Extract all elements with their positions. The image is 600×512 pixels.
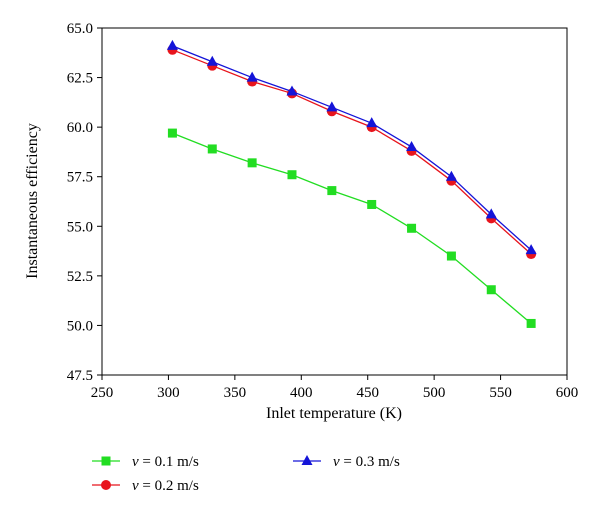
y-tick-label: 55.0 [67, 219, 93, 235]
data-point [485, 208, 497, 219]
legend-marker [101, 456, 111, 466]
data-point [446, 251, 456, 261]
data-point [207, 144, 217, 154]
y-tick-label: 50.0 [67, 318, 93, 334]
x-tick-label: 550 [489, 385, 512, 401]
y-tick-label: 47.5 [67, 368, 93, 384]
data-point [366, 117, 378, 128]
series-line [172, 49, 532, 255]
data-point [287, 170, 297, 180]
legend-item: v = 0.1 m/s [92, 454, 199, 470]
data-point [206, 55, 218, 66]
legend-label: v = 0.1 m/s [132, 454, 199, 470]
legend-marker [101, 480, 111, 490]
series-layer [166, 39, 537, 328]
series-group [166, 39, 537, 255]
legend-marker [301, 455, 313, 465]
series-line [172, 45, 532, 251]
data-point [406, 140, 418, 151]
x-axis-title: Inlet temperature (K) [266, 405, 402, 422]
y-axis-title: Instantaneous efficiency [24, 123, 41, 279]
data-point [407, 223, 417, 233]
data-point [526, 318, 536, 328]
legend-item: v = 0.3 m/s [293, 454, 400, 470]
x-tick-label: 300 [157, 385, 180, 401]
x-tick-label: 600 [556, 385, 579, 401]
data-point [166, 39, 178, 50]
data-point [525, 244, 537, 255]
series-group [167, 128, 536, 328]
data-point [167, 128, 177, 138]
legend-item: v = 0.2 m/s [92, 478, 199, 494]
ticks-layer: 250 300 350 400 450 500 550 600 47.5 50.0 52.5 55.0… [67, 21, 579, 401]
series-line [172, 132, 532, 324]
x-tick-label: 350 [224, 385, 247, 401]
data-point [326, 101, 338, 112]
data-point [327, 186, 337, 196]
x-tick-label: 400 [290, 385, 313, 401]
x-tick-label: 250 [91, 385, 114, 401]
x-tick-label: 500 [423, 385, 446, 401]
data-point [445, 170, 457, 181]
legend: v = 0.1 m/s v = 0.2 m/s v = 0.3 m/s [92, 454, 400, 494]
y-tick-label: 65.0 [67, 21, 93, 37]
y-tick-label: 60.0 [67, 120, 93, 136]
y-tick-label: 62.5 [67, 71, 93, 87]
plot-frame [101, 27, 568, 376]
x-tick-label: 450 [356, 385, 379, 401]
y-tick-label: 52.5 [67, 269, 93, 285]
data-point [286, 85, 298, 96]
legend-label: v = 0.2 m/s [132, 478, 199, 494]
y-tick-label: 57.5 [67, 170, 93, 186]
data-point [247, 158, 257, 168]
data-point [486, 285, 496, 295]
data-point [367, 199, 377, 209]
legend-label: v = 0.3 m/s [333, 454, 400, 470]
data-point [246, 71, 258, 82]
